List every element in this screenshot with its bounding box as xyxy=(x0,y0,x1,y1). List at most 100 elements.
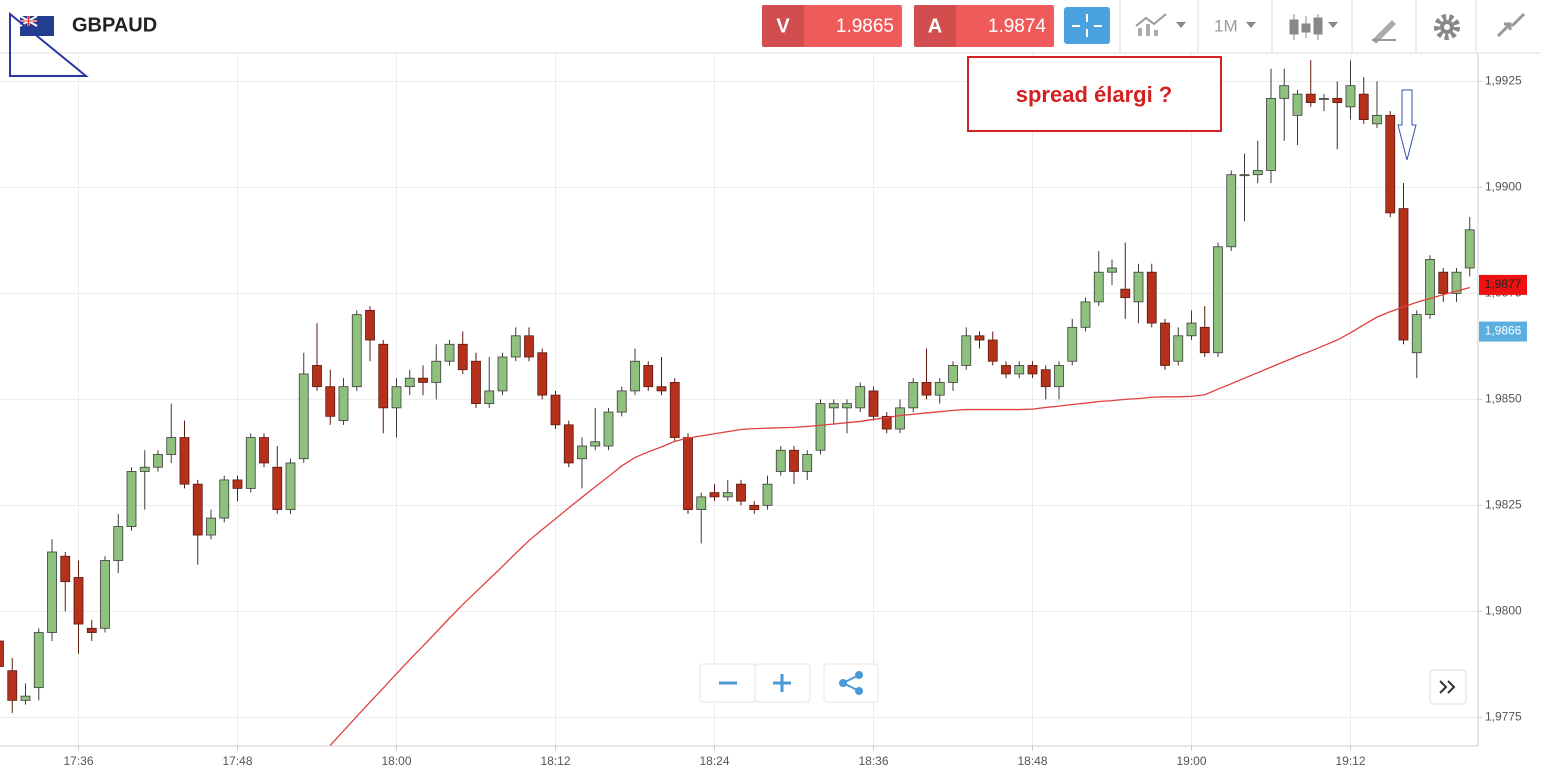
candle-body xyxy=(1239,174,1250,177)
separators xyxy=(1119,0,1477,53)
candle-body xyxy=(749,504,760,511)
candle-body xyxy=(1199,326,1210,354)
y-tick-label: 1,9850 xyxy=(1485,392,1522,406)
candle-body xyxy=(736,483,746,502)
candle-body xyxy=(1133,271,1144,303)
candle-body xyxy=(126,471,137,527)
candle-body xyxy=(868,390,879,417)
candle-body xyxy=(1279,85,1290,99)
buy-label: A xyxy=(928,15,942,37)
x-tick-label: 17:48 xyxy=(222,754,252,768)
x-tick-label: 18:12 xyxy=(540,754,570,768)
candle-body xyxy=(100,560,110,629)
axes: 1,97751,98001,98251,98501,98751,99001,99… xyxy=(63,74,1527,768)
flag xyxy=(19,15,54,36)
timeframe: 1M xyxy=(1214,16,1238,35)
candle-body xyxy=(590,441,601,447)
candle-body xyxy=(696,496,707,511)
candle-body xyxy=(0,640,4,667)
candle-body xyxy=(1411,314,1422,354)
candle-body xyxy=(1425,259,1435,315)
candle-body xyxy=(1146,271,1157,324)
buy-button[interactable]: A 1.9874 xyxy=(914,5,1054,47)
collapse-button[interactable] xyxy=(1496,12,1526,38)
share-button[interactable] xyxy=(823,663,879,703)
price-tag xyxy=(1479,321,1527,342)
candle-body xyxy=(1332,97,1343,104)
candle-body xyxy=(1160,322,1170,366)
candle-body xyxy=(1040,369,1051,388)
zoom-in-button[interactable] xyxy=(754,663,811,703)
candle-body xyxy=(166,437,177,455)
plot-area xyxy=(0,60,1475,746)
x-tick-label: 18:36 xyxy=(858,754,888,768)
candle-body xyxy=(1451,271,1462,294)
candle-body xyxy=(338,386,349,421)
candle-body xyxy=(1385,114,1396,214)
candle-body xyxy=(775,449,786,472)
y-tick-label: 1,9800 xyxy=(1485,604,1522,618)
chart-type-button[interactable] xyxy=(1289,14,1338,40)
candle-body xyxy=(497,356,508,392)
sell-button[interactable]: V 1.9865 xyxy=(762,5,902,47)
candle-body xyxy=(153,454,163,468)
crosshair-button[interactable] xyxy=(1064,7,1110,44)
candle-body xyxy=(630,360,640,392)
candle-body xyxy=(431,360,442,383)
price-tag-label: 1,9866 xyxy=(1485,324,1522,338)
candle-body xyxy=(815,403,826,451)
candle-body xyxy=(245,437,256,489)
candle-body xyxy=(219,479,230,519)
x-tick-label: 17:36 xyxy=(63,754,93,768)
candle-body xyxy=(1319,97,1329,100)
candle-body xyxy=(1001,365,1011,375)
price-tag-label: 1,9877 xyxy=(1485,277,1522,291)
candle-body xyxy=(563,424,574,464)
x-tick-label: 19:12 xyxy=(1335,754,1365,768)
candle-body xyxy=(1120,288,1131,299)
candle-body xyxy=(312,365,322,388)
candle-body xyxy=(1027,365,1038,375)
candle-body xyxy=(285,462,296,511)
moving-average xyxy=(329,286,1470,746)
candle-body xyxy=(1107,267,1117,273)
candle-body xyxy=(1054,365,1064,388)
y-tick-label: 1,9825 xyxy=(1485,498,1522,512)
candle-body xyxy=(298,373,309,460)
indicator-button[interactable] xyxy=(1135,13,1186,36)
candle-body xyxy=(1292,93,1303,116)
candle-body xyxy=(404,377,415,388)
timeframe-button[interactable]: 1M xyxy=(1214,16,1256,35)
marker-triangle xyxy=(9,11,89,77)
candle-body xyxy=(842,403,852,409)
candle-body xyxy=(391,386,402,409)
candle-body xyxy=(881,415,892,430)
candle-body xyxy=(1186,322,1197,337)
candle-body xyxy=(1345,85,1356,108)
settings-button[interactable] xyxy=(1434,14,1460,40)
candle-body xyxy=(1014,365,1025,375)
zoom-out-button[interactable] xyxy=(699,663,756,703)
x-tick-label: 18:24 xyxy=(699,754,729,768)
x-tick-label: 18:48 xyxy=(1017,754,1047,768)
candle-body xyxy=(855,386,866,409)
candle-body xyxy=(484,390,495,405)
draw-button[interactable] xyxy=(1372,20,1396,44)
candle-body xyxy=(206,517,216,536)
candle-body xyxy=(60,555,71,583)
scroll-right-button[interactable] xyxy=(1429,669,1467,705)
candle-body xyxy=(987,339,998,362)
candle-body xyxy=(444,343,455,362)
candle-body xyxy=(325,386,336,417)
price-tag xyxy=(1479,274,1527,295)
candle-body xyxy=(1438,271,1449,294)
candle-body xyxy=(1464,229,1475,269)
candle-body xyxy=(232,479,243,489)
candle-body xyxy=(1226,174,1237,248)
sell-label: V xyxy=(776,15,790,37)
candle-body xyxy=(961,335,972,366)
candle-body xyxy=(934,382,945,396)
candle-body xyxy=(921,382,932,396)
candle-body xyxy=(179,437,190,485)
